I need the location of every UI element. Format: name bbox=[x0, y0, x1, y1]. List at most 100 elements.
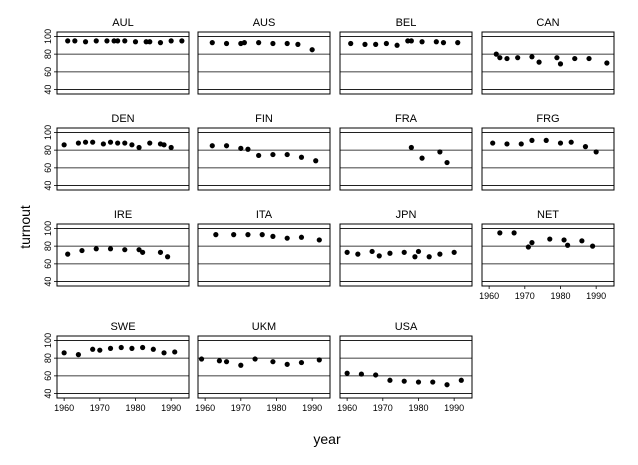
data-point bbox=[168, 144, 174, 151]
data-point bbox=[298, 154, 305, 160]
data-point bbox=[79, 247, 85, 254]
facet-title: UKM bbox=[252, 321, 276, 333]
data-point bbox=[90, 139, 96, 145]
facet-den: DEN 40 60 80 100 bbox=[43, 113, 190, 191]
data-point bbox=[568, 139, 574, 145]
facet-title: AUL bbox=[112, 17, 133, 29]
data-point bbox=[231, 232, 237, 238]
y-tick-label: 80 bbox=[43, 49, 53, 59]
facet-net: NET 1960 1970 1980 1990 bbox=[479, 209, 615, 301]
panel-frame bbox=[56, 127, 190, 191]
data-point bbox=[107, 345, 114, 351]
x-tick-label: 1990 bbox=[586, 291, 606, 301]
data-point bbox=[525, 244, 531, 250]
data-point bbox=[129, 345, 135, 351]
x-axis-title: year bbox=[313, 431, 341, 447]
data-point bbox=[529, 240, 535, 246]
panel-frame bbox=[56, 223, 190, 287]
data-point bbox=[547, 236, 553, 242]
data-point bbox=[295, 41, 301, 48]
y-tick-label: 100 bbox=[43, 125, 53, 140]
facet-aus: AUS bbox=[197, 17, 331, 95]
data-point bbox=[238, 362, 244, 368]
y-tick-label: 60 bbox=[43, 259, 53, 269]
y-axis-title: turnout bbox=[17, 205, 33, 249]
data-point bbox=[387, 250, 393, 256]
data-point bbox=[61, 350, 67, 356]
facet-title: AUS bbox=[253, 17, 276, 29]
data-point bbox=[140, 344, 146, 351]
x-tick-label: 1980 bbox=[266, 403, 286, 413]
data-point bbox=[298, 234, 305, 240]
y-tick-label: 60 bbox=[43, 67, 53, 77]
panel-frame bbox=[339, 223, 473, 287]
data-point bbox=[122, 140, 128, 146]
panel-frame bbox=[197, 127, 331, 191]
data-point bbox=[209, 40, 215, 46]
facet-fra: FRA bbox=[339, 113, 473, 191]
data-point bbox=[256, 40, 262, 46]
data-point bbox=[362, 41, 368, 48]
panel-frame bbox=[197, 335, 331, 399]
data-point bbox=[104, 38, 110, 44]
data-point bbox=[115, 140, 121, 146]
data-point bbox=[493, 51, 499, 57]
facet-jpn: JPN bbox=[339, 209, 473, 287]
y-tick-label: 40 bbox=[43, 85, 53, 95]
data-point bbox=[143, 39, 149, 45]
data-point bbox=[259, 232, 265, 238]
data-point bbox=[515, 55, 521, 61]
data-point bbox=[405, 38, 411, 44]
data-point bbox=[497, 55, 503, 61]
data-point bbox=[586, 55, 592, 62]
data-point bbox=[565, 242, 571, 248]
data-point bbox=[150, 346, 156, 352]
y-tick-label: 80 bbox=[43, 145, 53, 155]
data-point bbox=[270, 40, 276, 47]
data-point bbox=[316, 357, 322, 363]
panel-frame bbox=[56, 31, 190, 95]
data-point bbox=[118, 344, 124, 351]
y-tick-label: 60 bbox=[43, 163, 53, 173]
data-point bbox=[373, 372, 379, 378]
data-point bbox=[147, 39, 153, 45]
data-point bbox=[157, 40, 164, 46]
data-point bbox=[572, 55, 578, 62]
data-point bbox=[93, 246, 99, 252]
data-point bbox=[504, 141, 510, 147]
data-point bbox=[136, 144, 142, 151]
data-point bbox=[82, 39, 89, 45]
data-point bbox=[433, 39, 439, 45]
x-tick-label: 1970 bbox=[90, 403, 110, 413]
data-point bbox=[216, 358, 223, 364]
panel-frame bbox=[339, 31, 473, 95]
x-tick-label: 1960 bbox=[54, 403, 74, 413]
data-point bbox=[387, 377, 393, 383]
data-point bbox=[455, 40, 461, 46]
data-point bbox=[223, 143, 230, 149]
data-point bbox=[408, 144, 414, 151]
data-point bbox=[82, 139, 89, 145]
data-point bbox=[157, 249, 164, 255]
data-point bbox=[451, 249, 457, 255]
data-point bbox=[430, 379, 436, 385]
data-point bbox=[376, 253, 382, 259]
data-point bbox=[529, 54, 535, 60]
data-point bbox=[344, 370, 350, 376]
facet-title: CAN bbox=[536, 17, 559, 29]
facet-title: ITA bbox=[256, 209, 273, 221]
data-point bbox=[401, 378, 407, 384]
data-point bbox=[504, 55, 510, 62]
data-point bbox=[458, 377, 464, 383]
facet-ukm: UKM 1960 1970 1980 1990 bbox=[195, 321, 331, 413]
x-tick-label: 1970 bbox=[231, 403, 251, 413]
facet-title: DEN bbox=[111, 113, 134, 125]
panel-frame bbox=[481, 223, 615, 287]
data-point bbox=[394, 42, 400, 48]
data-point bbox=[313, 158, 319, 164]
facet-fin: FIN bbox=[197, 113, 331, 191]
data-point bbox=[582, 144, 589, 150]
data-point bbox=[536, 59, 542, 65]
data-point bbox=[557, 61, 564, 67]
data-point bbox=[358, 371, 365, 377]
